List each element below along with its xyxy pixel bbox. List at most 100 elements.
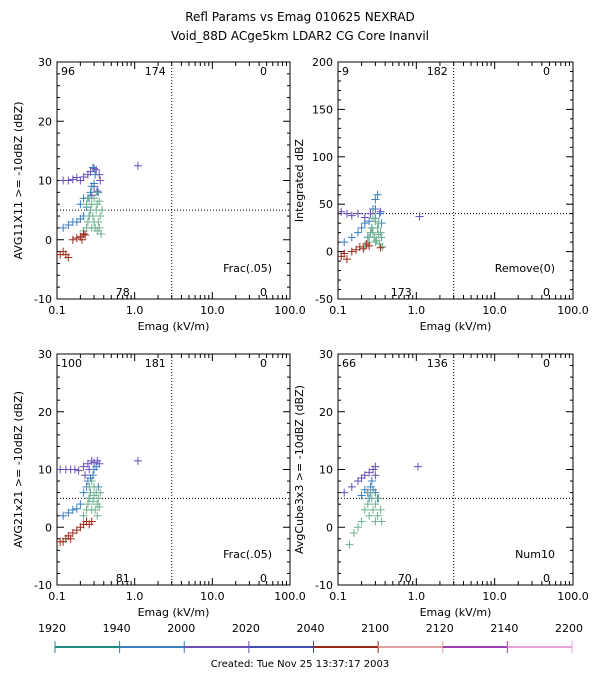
data-point-blue bbox=[92, 462, 101, 471]
count-upper-left: 66 bbox=[342, 357, 356, 370]
figure-title: Refl Params vs Emag 010625 NEXRAD bbox=[185, 10, 415, 24]
plot-frame bbox=[337, 61, 574, 300]
data-point-green bbox=[374, 494, 383, 503]
x-tick-label: 1.0 bbox=[126, 590, 144, 603]
data-point-blue bbox=[340, 238, 349, 247]
data-point-green bbox=[349, 529, 358, 538]
data-point-blue bbox=[373, 190, 382, 199]
count-upper-left: 96 bbox=[61, 65, 75, 78]
y-tick-label: -10 bbox=[34, 579, 52, 592]
data-point-green bbox=[353, 523, 362, 532]
y-tick-label: -10 bbox=[34, 293, 52, 306]
y-tick-label: 20 bbox=[38, 406, 52, 419]
data-point-purple bbox=[76, 176, 85, 185]
x-tick-label: 1.0 bbox=[408, 590, 426, 603]
data-point-green bbox=[378, 242, 387, 251]
x-tick-label: 0.1 bbox=[48, 590, 66, 603]
x-axis-label: Emag (kV/m) bbox=[138, 320, 210, 333]
data-point-red bbox=[66, 534, 75, 543]
data-point-purple bbox=[371, 471, 380, 480]
data-point-green bbox=[95, 197, 104, 206]
y-tick-label: 30 bbox=[38, 348, 52, 361]
y-tick-label: 30 bbox=[319, 348, 333, 361]
data-point-purple bbox=[347, 482, 356, 491]
data-point-green bbox=[87, 477, 96, 486]
scatter-panel-3: 0.1 1.0 10.0 100.0 Emag (kV/m) -10 0 10 20 30 AVG2… bbox=[12, 348, 306, 619]
data-point-purple bbox=[93, 187, 102, 196]
data-point-purple bbox=[415, 212, 424, 221]
data-point-purple bbox=[79, 462, 88, 471]
count-lower-left: 81 bbox=[116, 572, 130, 585]
data-point-green bbox=[365, 511, 374, 520]
data-point-red bbox=[64, 253, 73, 262]
x-tick-label: 1.0 bbox=[408, 304, 426, 317]
data-point-green bbox=[369, 505, 378, 514]
x-tick-label: 10.0 bbox=[482, 304, 507, 317]
x-tick-label: 10.0 bbox=[200, 590, 225, 603]
data-point-green bbox=[345, 540, 354, 549]
data-point-purple bbox=[347, 211, 356, 220]
y-tick-label: 150 bbox=[312, 103, 333, 116]
x-tick-label: 0.1 bbox=[329, 304, 347, 317]
x-tick-label: 100.0 bbox=[274, 590, 306, 603]
count-upper-right: 0 bbox=[260, 65, 267, 78]
y-tick-label: 10 bbox=[319, 464, 333, 477]
count-lower-right: 0 bbox=[543, 286, 550, 299]
data-point-green bbox=[360, 505, 369, 514]
scatter-panel-1: 0.1 1.0 10.0 100.0 Emag (kV/m) -10 0 10 20 30 AVG1… bbox=[12, 56, 306, 333]
time-label: 2020 bbox=[232, 622, 260, 635]
data-point-blue bbox=[353, 228, 362, 237]
count-total: 136 bbox=[427, 357, 448, 370]
data-point-blue bbox=[64, 508, 73, 517]
scatter-panels: 0.1 1.0 10.0 100.0 Emag (kV/m) -10 0 10 20 30 AVG1… bbox=[12, 56, 589, 619]
data-point-green bbox=[371, 517, 380, 526]
data-point-green bbox=[373, 223, 382, 232]
data-point-green bbox=[85, 194, 94, 203]
data-point-green bbox=[85, 482, 94, 491]
data-point-blue bbox=[79, 488, 88, 497]
data-point-purple bbox=[70, 465, 79, 474]
data-point-blue bbox=[367, 477, 376, 486]
data-point-red bbox=[340, 249, 349, 258]
data-point-blue bbox=[88, 471, 97, 480]
time-color-bar: 1920 1940 2000 2020 2040 2100 2120 2140 2200 bbox=[38, 622, 583, 653]
scatter-panel-4: 0.1 1.0 10.0 100.0 Emag (kV/m) -10 0 10 20 30 AvgC… bbox=[293, 348, 589, 619]
data-point-red bbox=[79, 229, 88, 238]
time-label: 2140 bbox=[490, 622, 518, 635]
data-point-purple bbox=[340, 488, 349, 497]
data-point-green bbox=[88, 212, 97, 221]
panel-annotation: Num10 bbox=[515, 548, 555, 561]
time-label: 2100 bbox=[361, 622, 389, 635]
count-lower-left: 70 bbox=[398, 572, 412, 585]
time-label: 2000 bbox=[167, 622, 195, 635]
data-point-blue bbox=[357, 491, 366, 500]
count-upper-left: 9 bbox=[342, 65, 349, 78]
data-point-red bbox=[376, 243, 385, 252]
y-tick-label: 10 bbox=[38, 464, 52, 477]
data-point-red bbox=[359, 244, 368, 253]
data-point-red bbox=[78, 235, 87, 244]
y-tick-label: 200 bbox=[312, 56, 333, 69]
data-point-green bbox=[83, 500, 92, 509]
data-point-purple bbox=[342, 209, 351, 218]
data-point-blue bbox=[72, 504, 81, 513]
x-tick-label: 0.1 bbox=[329, 590, 347, 603]
created-timestamp: Created: Tue Nov 25 13:37:17 2003 bbox=[211, 659, 390, 670]
y-tick-label: 0 bbox=[45, 521, 52, 534]
scatter-panel-2: 0.1 1.0 10.0 100.0 Emag (kV/m) -50 0 50 100 150 20… bbox=[293, 56, 589, 333]
data-point-green bbox=[376, 228, 385, 237]
data-point-green bbox=[369, 228, 378, 237]
y-tick-label: 50 bbox=[319, 198, 333, 211]
data-point-green bbox=[93, 511, 102, 520]
time-label: 2040 bbox=[297, 622, 325, 635]
data-point-red bbox=[68, 235, 77, 244]
y-tick-label: 10 bbox=[38, 175, 52, 188]
data-point-red bbox=[355, 242, 364, 251]
data-point-blue bbox=[375, 209, 384, 218]
count-lower-right: 0 bbox=[260, 572, 267, 585]
data-point-red bbox=[81, 231, 90, 240]
data-point-green bbox=[91, 505, 100, 514]
y-tick-label: 0 bbox=[45, 234, 52, 247]
data-point-green bbox=[357, 517, 366, 526]
data-point-blue bbox=[371, 195, 380, 204]
